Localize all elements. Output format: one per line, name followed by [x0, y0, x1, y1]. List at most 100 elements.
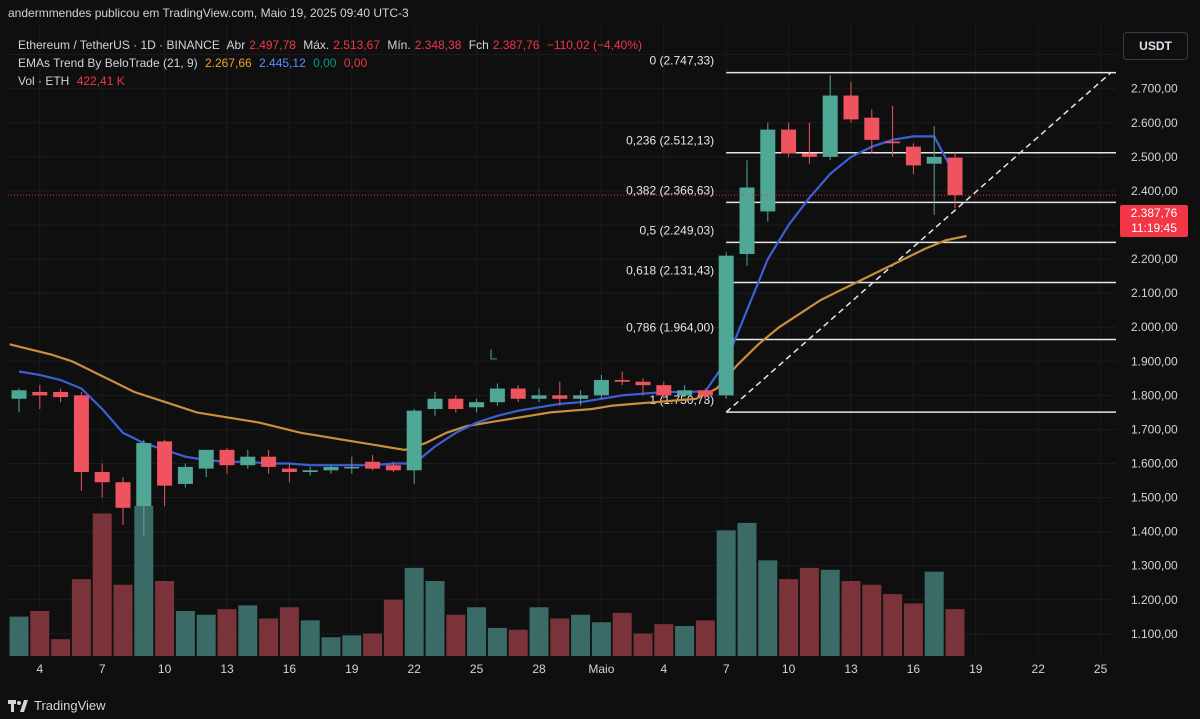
fib-level-label: 0,786 (1.964,00) [626, 320, 714, 334]
volume-bar [92, 513, 112, 656]
fib-level-label: 0,382 (2.366,63) [626, 183, 714, 197]
candle-body [32, 391, 48, 396]
time-axis-label: 13 [220, 662, 234, 676]
high-label: Máx. [303, 38, 330, 52]
ema-legend[interactable]: EMAs Trend By BeloTrade (21, 9) 2.267,66… [18, 56, 371, 70]
symbol-name[interactable]: Ethereum / TetherUS · 1D · BINANCE [18, 38, 220, 52]
time-axis-label: 19 [345, 662, 359, 676]
ema-v4-value: 0,00 [343, 56, 368, 70]
time-axis-label: 7 [99, 662, 106, 676]
time-axis-label: 25 [1094, 662, 1108, 676]
candle-body [281, 468, 297, 473]
time-axis-label: 16 [283, 662, 297, 676]
fib-level-label: 0 (2.747,33) [649, 54, 714, 68]
volume-bar [862, 584, 882, 656]
price-axis-label: 1.200,00 [1131, 593, 1178, 607]
candle-body [323, 466, 339, 471]
volume-bar [779, 579, 799, 656]
ema-indicator-name[interactable]: EMAs Trend By BeloTrade (21, 9) [18, 56, 198, 70]
volume-bar [799, 567, 819, 656]
candle-body [344, 466, 360, 469]
volume-bar [383, 599, 403, 656]
volume-bar [737, 522, 757, 656]
volume-bar [883, 594, 903, 656]
price-axis-label: 2.400,00 [1131, 184, 1178, 198]
candle-body [677, 390, 693, 396]
low-label: Mín. [387, 38, 411, 52]
volume-bar [175, 611, 195, 656]
candle-body [469, 402, 485, 408]
candle-body [739, 187, 755, 254]
price-axis-label: 1.700,00 [1131, 422, 1178, 436]
time-axis-label: 13 [844, 662, 858, 676]
price-axis-label: 1.400,00 [1131, 525, 1178, 539]
ema9-value: 2.445,12 [259, 56, 306, 70]
price-axis-label: 1.300,00 [1131, 559, 1178, 573]
candle-body [635, 381, 651, 386]
time-axis-label: 4 [660, 662, 667, 676]
tradingview-brand[interactable]: TradingView [8, 698, 106, 713]
brand-name: TradingView [34, 698, 106, 713]
candle-body [489, 388, 505, 403]
volume-legend[interactable]: Vol · ETH 422,41 K [18, 74, 129, 88]
volume-bar [508, 629, 528, 656]
time-axis-label: 4 [36, 662, 43, 676]
candle-body [365, 461, 381, 469]
candle-body [822, 95, 838, 157]
candle-body [593, 380, 609, 396]
bar-countdown: 11:19:45 [1131, 221, 1177, 235]
open-label: Abr [226, 38, 246, 52]
candle-body [73, 395, 89, 473]
volume-bar [321, 637, 341, 656]
volume-bar [238, 605, 258, 656]
volume-bar [633, 633, 653, 656]
volume-bar [217, 609, 237, 656]
candle-body [427, 398, 443, 409]
candle-body [531, 395, 547, 399]
ema-v3-value: 0,00 [313, 56, 337, 70]
time-axis-label: 10 [158, 662, 172, 676]
price-axis-label: 1.100,00 [1131, 627, 1178, 641]
volume-label[interactable]: Vol · ETH [18, 74, 70, 88]
close-value: 2.387,76 [492, 38, 540, 52]
symbol-legend[interactable]: Ethereum / TetherUS · 1D · BINANCE Abr 2.… [18, 38, 646, 52]
change-value: −110,02 (−4,40%) [546, 38, 643, 52]
candle-body [552, 395, 568, 399]
volume-bar [924, 571, 944, 656]
volume-bar [300, 620, 320, 656]
candle-body [240, 456, 256, 466]
volume-bar [51, 639, 71, 656]
volume-bar [903, 603, 923, 656]
time-axis-label: 22 [408, 662, 422, 676]
volume-bar [446, 614, 466, 656]
time-axis-label: Maio [588, 662, 614, 676]
candle-body [905, 146, 921, 166]
volume-bar [155, 581, 175, 656]
currency-selector[interactable]: USDT [1123, 32, 1188, 60]
candle-body [302, 470, 318, 473]
price-axis-bg [1116, 0, 1200, 666]
volume-value: 422,41 K [76, 74, 125, 88]
volume-bar [425, 581, 445, 656]
fib-level-label: 0,236 (2.512,13) [626, 134, 714, 148]
volume-bar [342, 635, 362, 656]
candle-body [510, 388, 526, 399]
candle-body [718, 255, 734, 396]
candle-body [261, 456, 277, 467]
volume-bar [134, 506, 154, 656]
fib-trend-line [725, 72, 1112, 413]
volume-bar [758, 560, 778, 656]
volume-bar [820, 569, 840, 656]
open-value: 2.497,78 [249, 38, 296, 52]
candle-body [614, 380, 630, 382]
candle-body [406, 410, 422, 471]
chart-annotation: L [489, 347, 497, 364]
candle-body [53, 391, 69, 398]
price-axis-label: 2.500,00 [1131, 150, 1178, 164]
candle-body [781, 129, 797, 154]
low-value: 2.348,38 [414, 38, 462, 52]
candle-body [198, 449, 214, 469]
candle-body [843, 95, 859, 120]
candle-body [926, 156, 942, 164]
